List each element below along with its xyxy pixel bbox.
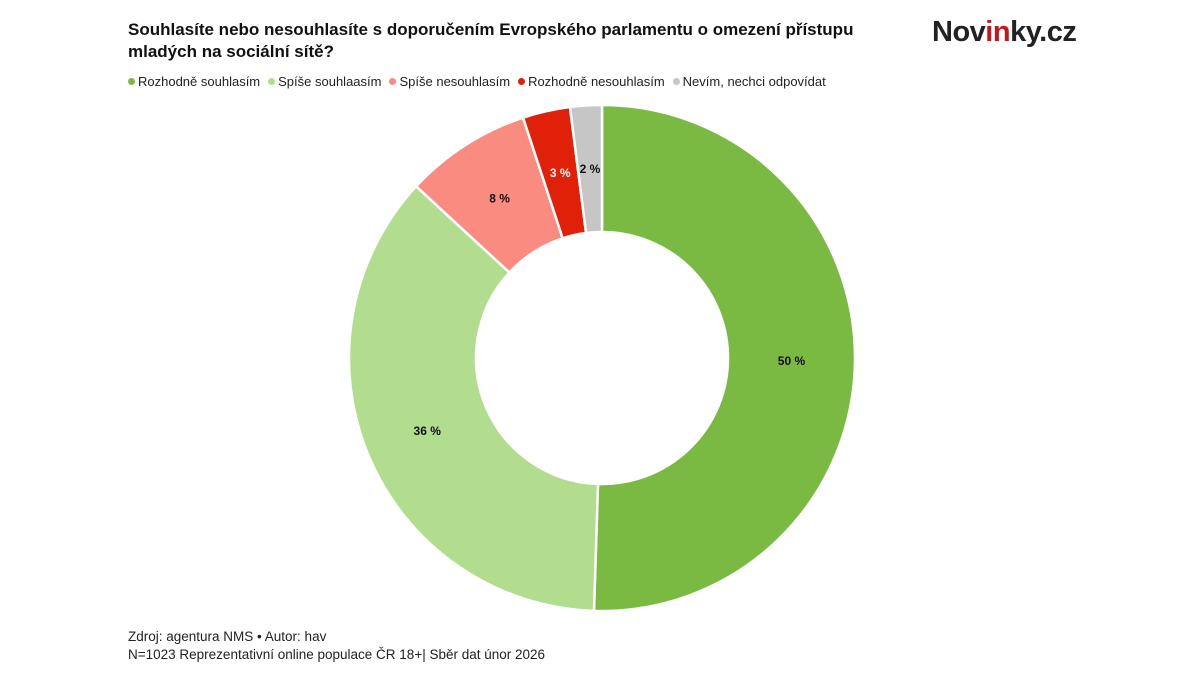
source-text: Zdroj: agentura NMS • Autor: hav <box>128 629 327 644</box>
legend-label: Nevím, nechci odpovídat <box>682 74 826 89</box>
slice-label: 2 % <box>580 162 601 176</box>
donut-slice <box>347 184 600 613</box>
legend: Rozhodně souhlasím Spíše souhlaasím Spíše … <box>128 74 826 89</box>
sample-note: N=1023 Reprezentativní online populace Č… <box>128 647 546 662</box>
slice-label: 8 % <box>489 192 510 206</box>
legend-swatch <box>672 78 680 85</box>
slice-label: 50 % <box>778 354 806 368</box>
legend-item: Spíše nesouhlasím <box>389 74 510 89</box>
donut-slice <box>592 103 857 613</box>
chart-title: Souhlasíte nebo nesouhlasíte s doporučen… <box>128 20 854 61</box>
legend-item: Rozhodně souhlasím <box>128 74 260 89</box>
donut-slice <box>568 103 604 235</box>
footer: Zdroj: agentura NMS • Autor: hav N=1023 … <box>128 628 545 664</box>
legend-swatch <box>268 78 276 85</box>
legend-label: Spíše souhlaasím <box>278 74 382 89</box>
legend-label: Rozhodně nesouhlasím <box>528 74 665 89</box>
slice-label: 3 % <box>550 166 571 180</box>
legend-swatch <box>389 78 397 85</box>
legend-item: Rozhodně nesouhlasím <box>518 74 665 89</box>
legend-label: Rozhodně souhlasím <box>138 74 261 89</box>
legend-label: Spíše nesouhlasím <box>399 74 511 89</box>
slice-label: 36 % <box>414 424 442 438</box>
legend-swatch <box>518 78 526 85</box>
novinky-logo: Novinky.cz <box>932 16 1077 48</box>
legend-item: Nevím, nechci odpovídat <box>672 74 826 89</box>
legend-item: Spíše souhlaasím <box>268 74 381 89</box>
legend-swatch <box>128 78 135 85</box>
